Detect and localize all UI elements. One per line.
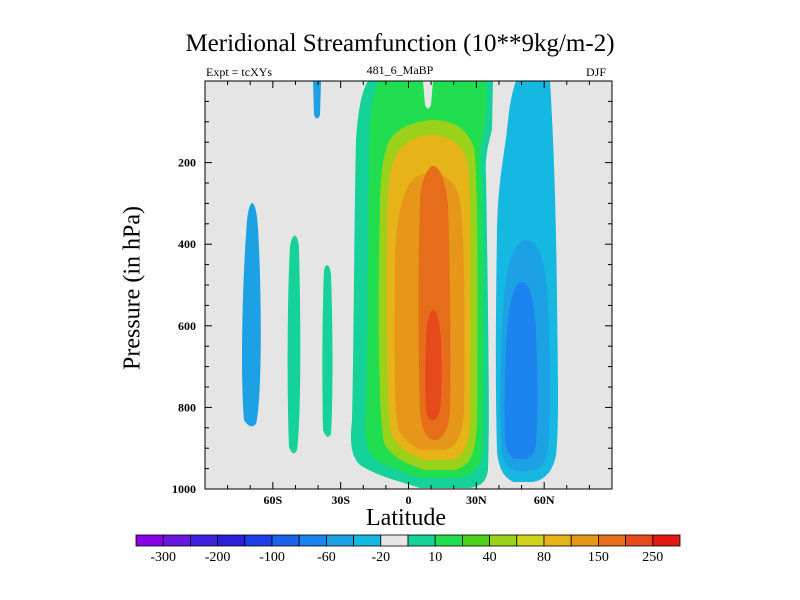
contour-neg100-north [504,282,538,459]
contour-neg20-60s [242,203,261,427]
colorbar-swatch [380,534,409,547]
colorbar-swatch [189,534,218,547]
axis-ticks [204,80,613,490]
colorbar-swatch [325,534,354,547]
x-tick-label: 60N [534,493,555,507]
colorbar-label: 80 [537,550,551,565]
y-tick-label: 800 [178,400,196,414]
y-tick-label: 400 [178,237,196,251]
colorbar-swatch [489,534,518,547]
colorbar-swatch [434,534,463,547]
colorbar-label: 250 [642,550,663,565]
colorbar-label: -200 [205,550,231,565]
colorbar-swatch [461,534,490,547]
colorbar-swatch [244,534,273,547]
x-tick-label: 0 [406,493,412,507]
colorbar-label: 10 [428,550,442,565]
x-tick-labels: 60S 30S 0 30N 60N [263,493,554,507]
y-tick-label: 1000 [172,482,196,496]
colorbar-swatch [516,534,545,547]
colorbar-label: -300 [150,550,176,565]
run-label: 481_6_MaBP [366,63,434,77]
colorbar-swatch [570,534,599,547]
chart-title: Meridional Streamfunction (10**9kg/m-2) [185,30,615,57]
contour-neg20-top [313,81,321,119]
colorbar-swatch [217,534,246,547]
colorbar-label: -60 [317,550,336,565]
colorbar-swatch [353,534,382,547]
experiment-label: Expt = tcXYs [206,65,273,79]
colorbar-swatch [543,534,572,547]
colorbar-swatch [652,534,681,547]
x-tick-label: 30N [466,493,487,507]
colorbar-swatch [407,534,436,547]
x-tick-label: 30S [331,493,350,507]
contour-10-40s [287,235,301,454]
colorbar-labels: -300 -200 -100 -60 -20 10 40 80 150 250 [150,550,663,565]
colorbar-label: 40 [483,550,497,565]
contour-fills [242,81,558,488]
colorbar-swatch [298,534,327,547]
colorbar [135,534,681,547]
contour-core-stripe [423,81,433,109]
contour-10-35s [322,265,333,437]
colorbar-swatch [625,534,654,547]
y-tick-label: 200 [178,156,196,170]
colorbar-swatch [598,534,627,547]
colorbar-swatch [135,534,164,547]
y-tick-labels: 200 400 600 800 1000 [172,156,196,496]
colorbar-swatch [271,534,300,547]
y-axis-label: Pressure (in hPa) [119,206,146,370]
contour-250-peak [425,310,442,420]
x-tick-label: 60S [263,493,282,507]
colorbar-label: 150 [588,550,609,565]
colorbar-label: -20 [371,550,390,565]
y-tick-label: 600 [178,319,196,333]
season-label: DJF [586,65,607,79]
colorbar-label: -100 [259,550,285,565]
x-axis-label: Latitude [366,505,446,531]
colorbar-swatch [162,534,191,547]
